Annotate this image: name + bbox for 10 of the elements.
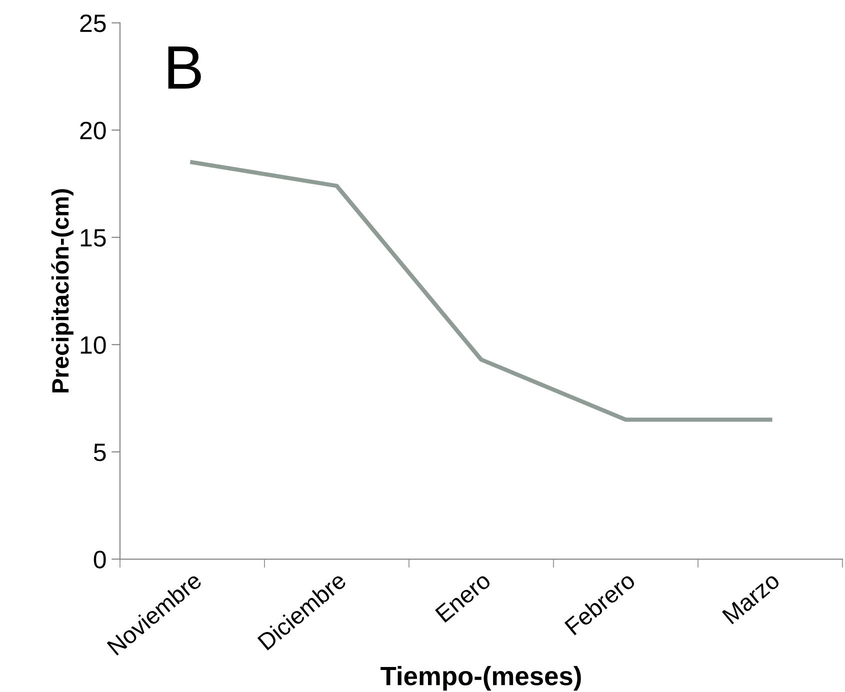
- y-tick-label: 5: [94, 444, 106, 462]
- y-axis-title: Precipitación-(cm): [51, 189, 74, 392]
- y-tick-label: 20: [80, 122, 106, 140]
- y-tick-label: 10: [80, 336, 106, 354]
- y-tick-label: 0: [94, 550, 106, 568]
- y-tick-label: 15: [80, 229, 106, 247]
- y-tick-label: 25: [80, 14, 106, 32]
- line-series: [190, 160, 772, 422]
- x-axis-title: Tiempo-(meses): [380, 666, 581, 691]
- annotation: B: [168, 46, 201, 89]
